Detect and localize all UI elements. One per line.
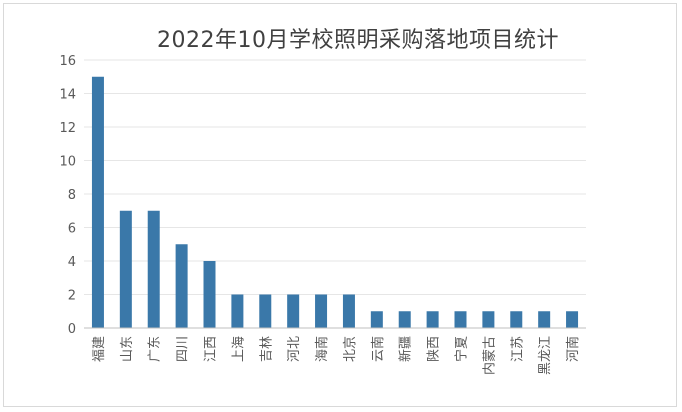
gridlines (84, 59, 586, 295)
bar (315, 294, 328, 328)
y-tick-label: 16 (59, 54, 76, 69)
x-tick-label: 山东 (120, 336, 135, 362)
x-tick-label: 福建 (92, 336, 107, 362)
x-tick-label: 新疆 (398, 336, 414, 362)
bar (203, 261, 216, 328)
bar (454, 311, 467, 328)
x-tick-label: 四川 (176, 336, 191, 362)
bar (231, 294, 244, 328)
x-tick-label: 江西 (204, 336, 219, 362)
x-tick-label: 河北 (287, 336, 302, 362)
bar (510, 311, 523, 328)
bar (398, 311, 411, 328)
x-tick-label: 海南 (314, 336, 330, 362)
bars (91, 76, 579, 328)
bar (566, 311, 579, 328)
bar (287, 294, 300, 328)
x-tick-label: 上海 (231, 336, 246, 362)
y-tick-label: 12 (59, 121, 76, 136)
bar (259, 294, 272, 328)
y-tick-label: 8 (68, 188, 76, 203)
bar (426, 311, 439, 328)
x-tick-label: 黑龙江 (538, 336, 553, 375)
y-tick-label: 2 (68, 289, 76, 304)
bar (119, 210, 132, 328)
x-tick-label: 广东 (148, 336, 163, 362)
bar (147, 210, 160, 328)
bar (175, 244, 188, 328)
bar (482, 311, 495, 328)
x-tick-label: 宁夏 (454, 336, 470, 362)
bar (538, 311, 551, 328)
y-axis-ticks: 0 2 4 6 8 10 12 14 16 (59, 54, 76, 337)
x-axis-ticks: 福建 山东 广东 四川 江西 上海 吉林 河北 海南 北京 云南 新疆 陕西 宁夏 内蒙古 江苏 黑龙江 河南 (92, 336, 581, 375)
x-tick-label: 陕西 (427, 336, 442, 362)
y-tick-label: 6 (68, 222, 76, 237)
x-tick-label: 内蒙古 (481, 336, 497, 375)
x-tick-label: 吉林 (259, 336, 274, 362)
bar (342, 294, 355, 328)
x-tick-label: 江苏 (509, 336, 525, 362)
chart-frame (3, 3, 677, 407)
x-tick-label: 云南 (370, 336, 386, 362)
y-tick-label: 14 (59, 88, 76, 103)
x-tick-label: 北京 (343, 336, 358, 362)
x-tick-label: 河南 (565, 336, 581, 362)
y-tick-label: 0 (68, 322, 76, 337)
bar (370, 311, 383, 328)
bar (91, 76, 104, 328)
chart-title: 2022年10月学校照明采购落地项目统计 (157, 28, 559, 53)
y-tick-label: 10 (59, 155, 76, 170)
y-tick-label: 4 (68, 255, 76, 270)
